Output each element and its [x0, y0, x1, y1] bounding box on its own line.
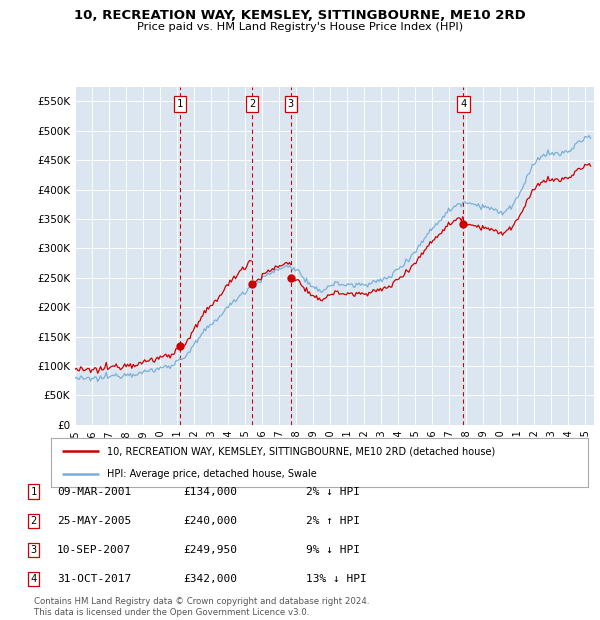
- Text: 13% ↓ HPI: 13% ↓ HPI: [306, 574, 367, 584]
- Text: 09-MAR-2001: 09-MAR-2001: [57, 487, 131, 497]
- Text: 10-SEP-2007: 10-SEP-2007: [57, 545, 131, 555]
- Text: 1: 1: [177, 99, 184, 108]
- Text: 10, RECREATION WAY, KEMSLEY, SITTINGBOURNE, ME10 2RD (detached house): 10, RECREATION WAY, KEMSLEY, SITTINGBOUR…: [107, 446, 496, 456]
- Text: 3: 3: [288, 99, 294, 108]
- Text: Price paid vs. HM Land Registry's House Price Index (HPI): Price paid vs. HM Land Registry's House …: [137, 22, 463, 32]
- Text: 31-OCT-2017: 31-OCT-2017: [57, 574, 131, 584]
- Text: 2: 2: [249, 99, 255, 108]
- Text: 4: 4: [460, 99, 467, 108]
- Text: Contains HM Land Registry data © Crown copyright and database right 2024.
This d: Contains HM Land Registry data © Crown c…: [34, 598, 369, 617]
- Text: 1: 1: [31, 487, 37, 497]
- Text: £134,000: £134,000: [183, 487, 237, 497]
- Text: 3: 3: [31, 545, 37, 555]
- Text: £249,950: £249,950: [183, 545, 237, 555]
- Text: 4: 4: [31, 574, 37, 584]
- Text: £342,000: £342,000: [183, 574, 237, 584]
- Text: £240,000: £240,000: [183, 516, 237, 526]
- Text: 2% ↑ HPI: 2% ↑ HPI: [306, 516, 360, 526]
- Text: 9% ↓ HPI: 9% ↓ HPI: [306, 545, 360, 555]
- Text: 10, RECREATION WAY, KEMSLEY, SITTINGBOURNE, ME10 2RD: 10, RECREATION WAY, KEMSLEY, SITTINGBOUR…: [74, 9, 526, 22]
- Text: 2: 2: [31, 516, 37, 526]
- Text: 25-MAY-2005: 25-MAY-2005: [57, 516, 131, 526]
- Text: 2% ↓ HPI: 2% ↓ HPI: [306, 487, 360, 497]
- Text: HPI: Average price, detached house, Swale: HPI: Average price, detached house, Swal…: [107, 469, 317, 479]
